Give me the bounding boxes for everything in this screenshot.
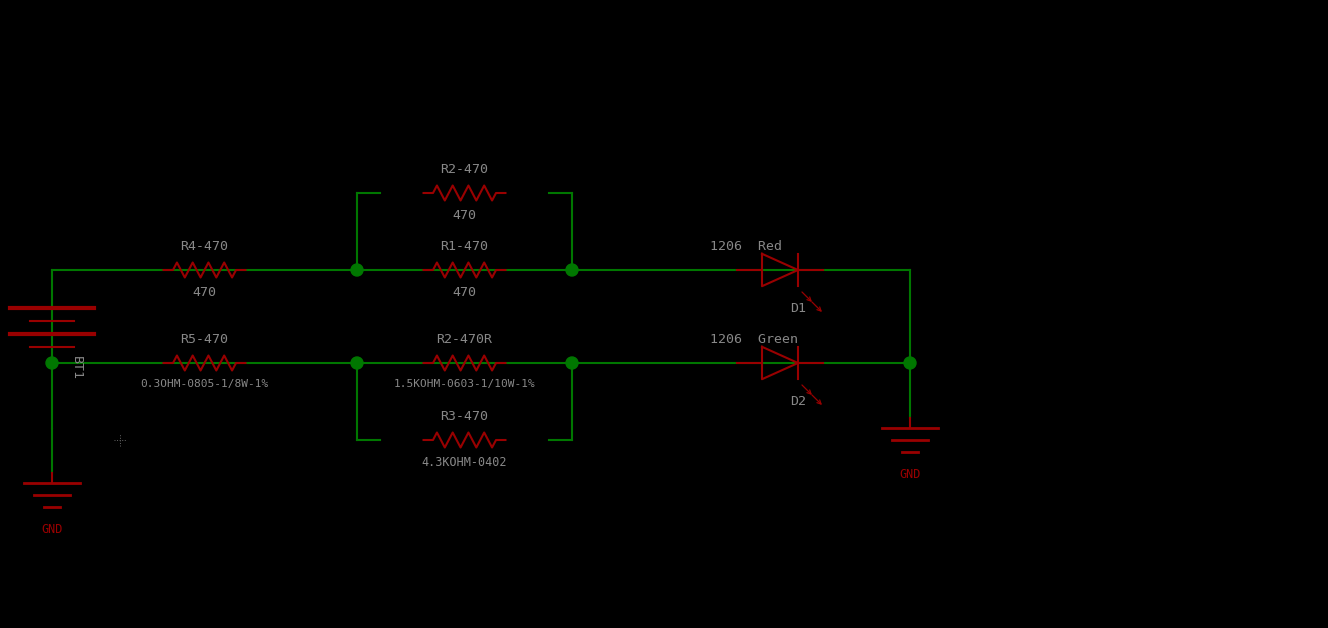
Text: D1: D1: [790, 302, 806, 315]
Circle shape: [351, 357, 363, 369]
Text: R5-470: R5-470: [181, 333, 228, 346]
Text: 4.3KOHM-0402: 4.3KOHM-0402: [422, 456, 507, 469]
Text: GND: GND: [41, 523, 62, 536]
Circle shape: [566, 264, 578, 276]
Text: GND: GND: [899, 468, 920, 481]
Text: R4-470: R4-470: [181, 240, 228, 253]
Text: 470: 470: [193, 286, 216, 299]
Text: R3-470: R3-470: [441, 410, 489, 423]
Text: 1206  Green: 1206 Green: [710, 333, 798, 346]
Circle shape: [46, 357, 58, 369]
Text: 0.3OHM-0805-1/8W-1%: 0.3OHM-0805-1/8W-1%: [141, 379, 268, 389]
Text: D2: D2: [790, 395, 806, 408]
Text: R1-470: R1-470: [441, 240, 489, 253]
Circle shape: [904, 357, 916, 369]
Text: 470: 470: [453, 286, 477, 299]
Text: 470: 470: [453, 209, 477, 222]
Circle shape: [566, 357, 578, 369]
Text: R2-470R: R2-470R: [437, 333, 493, 346]
Text: 1206  Red: 1206 Red: [710, 240, 782, 253]
Text: R2-470: R2-470: [441, 163, 489, 176]
Circle shape: [351, 264, 363, 276]
Text: BT1: BT1: [70, 356, 82, 380]
Text: 1.5KOHM-0603-1/10W-1%: 1.5KOHM-0603-1/10W-1%: [393, 379, 535, 389]
